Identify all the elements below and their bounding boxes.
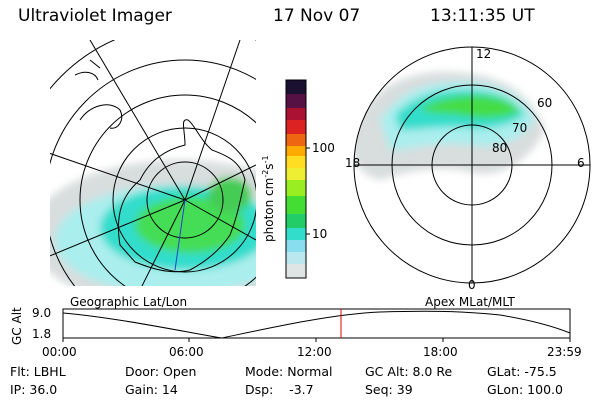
colorbar-tick-100: 100 [312,141,335,155]
filter-status: Flt: LBHL [10,364,66,379]
xtick-0000: 00:00 [42,345,77,359]
mlat-60-label: 60 [537,96,553,110]
door-status: Door: Open [125,364,197,379]
xtick-0600: 06:00 [169,345,204,359]
xtick-2359: 23:59 [547,345,582,359]
xtick-1800: 18:00 [423,345,458,359]
geographic-title: Geographic Lat/Lon [70,295,188,309]
mlat-70-label: 70 [512,121,528,135]
seq-status: Seq: 39 [365,382,413,397]
xtick-1200: 12:00 [297,345,332,359]
alt-ylabel: GC Alt [10,307,24,345]
geographic-aurora [50,160,256,286]
gc-alt-status: GC Alt: 8.0 Re [365,364,453,379]
mlt-12-label: 12 [476,47,492,61]
instrument-title: Ultraviolet Imager [18,6,172,26]
colorbar-unit-label: photon cm-2s-1 [261,155,276,242]
colorbar [285,79,310,279]
geographic-grid [50,40,256,286]
alt-tick-top: 9.0 [32,306,52,320]
mlt-0-label: 0 [468,278,476,292]
glat-status: GLat: -75.5 [487,364,557,379]
altitude-curve [62,310,571,339]
altitude-panel [62,308,571,342]
gain-status: Gain: 14 [125,382,178,397]
mode-status: Mode: Normal [245,364,333,379]
mlt-6-label: 6 [577,156,585,170]
polar-plot [353,46,591,284]
mlt-18-label: 18 [345,156,361,170]
mlat-80-label: 80 [492,141,508,155]
apex-title: Apex MLat/MLT [425,295,515,309]
time-label: 13:11:35 UT [430,6,535,26]
colorbar-tick-10: 10 [312,227,328,241]
dsp-status: Dsp: -3.7 [245,382,314,397]
antarctica-coastline [117,119,246,273]
glon-status: GLon: 100.0 [487,382,563,397]
orbit-track [174,199,186,271]
geographic-map [50,40,256,286]
ip-status: IP: 36.0 [10,382,58,397]
date-label: 17 Nov 07 [273,6,361,26]
alt-tick-bottom: 1.8 [32,327,52,341]
